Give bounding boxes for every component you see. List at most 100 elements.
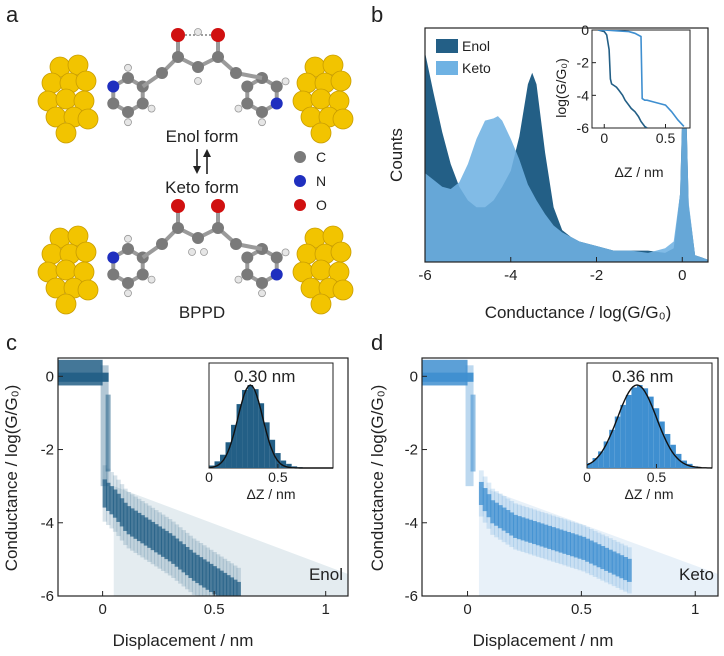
enol-molecule-right-ring [241, 72, 283, 118]
band-cell [554, 528, 560, 552]
band-cell [119, 498, 125, 527]
band-cell [558, 529, 564, 553]
carbon-atom [241, 97, 254, 110]
panel-c-inset-bar [247, 385, 254, 468]
panel-d-y-tick-label: -2 [405, 442, 418, 459]
hydrogen-atom [194, 77, 202, 85]
gold-atom [310, 122, 332, 144]
hydrogen-atom [147, 104, 156, 113]
enol-molecule-right-electrode [292, 54, 354, 144]
carbon-atom [230, 238, 242, 250]
carbon-atom [192, 61, 204, 73]
band-halo-cell [160, 514, 166, 571]
band-cell [109, 486, 114, 515]
panel-d-inset-bar [670, 444, 676, 468]
band-cell [577, 535, 583, 559]
band-halo-cell [615, 541, 621, 588]
band-cell [157, 526, 162, 555]
carbon-atom-icon [294, 151, 306, 163]
hydrogen-atom [258, 118, 266, 127]
background-density [478, 486, 718, 596]
band-cell [178, 541, 183, 570]
band-cell [202, 559, 207, 588]
band-halo-cell [191, 538, 197, 595]
hydrogen-atom [234, 104, 243, 113]
panel-d-inset-bar [609, 429, 615, 468]
legend-o-label: O [316, 197, 327, 213]
panel-d-inset-bar [631, 387, 637, 468]
band-cell [236, 581, 241, 596]
band-cell [592, 542, 598, 566]
band-cell [215, 568, 221, 596]
panel-b-x-tick-label: 0 [678, 267, 686, 284]
panel-d-x-tick-label: 0.5 [571, 601, 592, 618]
band-halo-cell [562, 519, 568, 566]
band-halo-cell [513, 503, 518, 550]
keto-histogram-area [425, 43, 708, 262]
band-cell [126, 506, 132, 535]
band-cell [588, 540, 594, 564]
legend-enol-label: Enol [462, 38, 490, 54]
panel-d-heatmap: 0 0.5 1 -6 -4 -2 0 0 0.5 [405, 357, 719, 618]
legend-keto-swatch [436, 61, 458, 75]
band-cell [195, 554, 200, 584]
band-halo-cell [147, 505, 152, 562]
panel-d-inset-bar [620, 404, 626, 468]
band-halo-cell [558, 518, 564, 565]
panel-c-inset-xlabel: ΔZ / nm [246, 486, 295, 502]
legend-n-label: N [316, 173, 326, 189]
band-halo-cell [215, 554, 221, 596]
carbon-atom [270, 80, 283, 93]
band-halo-cell [619, 543, 625, 590]
band-cell [198, 557, 204, 586]
panel-c-heatmap: 0 0.5 1 -6 -4 -2 0 0 0.5 [41, 357, 349, 618]
nitrogen-atom [107, 251, 120, 264]
panel-c-inset-bar [269, 439, 276, 468]
band-halo-cell [478, 470, 484, 517]
hydrogen-atom [124, 234, 132, 243]
panel-c-inset-bar [286, 463, 292, 468]
panel-d-inset-bar [614, 416, 621, 468]
band-cell [136, 512, 142, 542]
panel-d-inset-bar [598, 451, 604, 468]
band-halo-cell [157, 512, 162, 569]
band-cell [229, 577, 235, 596]
gold-atom [310, 88, 332, 110]
panel-c-peak-label: 0.30 nm [234, 367, 295, 386]
band-cell [154, 524, 159, 553]
band-cell [130, 508, 135, 537]
band-cell [106, 482, 111, 511]
band-halo-cell [109, 472, 114, 529]
band-halo-cell [554, 516, 560, 563]
carbon-atom [256, 277, 268, 289]
carbon-atom [107, 268, 120, 281]
gold-atom [332, 108, 354, 130]
panel-c-frame [57, 357, 349, 597]
panel-c-inset-bar [214, 461, 221, 468]
band-halo-cell [501, 496, 507, 543]
band-halo-cell [626, 547, 632, 594]
band-halo-cell [198, 543, 204, 596]
legend-keto-label: Keto [462, 60, 491, 76]
panel-d-inset-bar [653, 408, 660, 468]
carbon-atom [241, 268, 254, 281]
legend-c-label: C [316, 149, 326, 165]
band-cell [164, 530, 169, 560]
band-cell [494, 502, 499, 526]
band-cell [524, 518, 530, 542]
gold-atom [55, 122, 77, 144]
panel-b-frame [424, 27, 709, 263]
panel-a-molecules [37, 28, 354, 315]
panel-c-inset-gaussian-fit [208, 384, 333, 469]
panel-c-y-tick-label: -2 [41, 442, 54, 459]
band-halo-cell [585, 527, 590, 574]
hydrogen-atom [200, 248, 208, 256]
keto-molecule-right-electrode [292, 225, 354, 315]
panel-d-x-tick-label: 1 [691, 601, 699, 618]
band-halo-cell [505, 498, 511, 545]
band-cell [600, 546, 606, 570]
band-cell [112, 489, 118, 518]
panel-d-inset-bar [603, 441, 610, 468]
band-halo-cell [494, 491, 499, 538]
band-cell [611, 551, 617, 575]
